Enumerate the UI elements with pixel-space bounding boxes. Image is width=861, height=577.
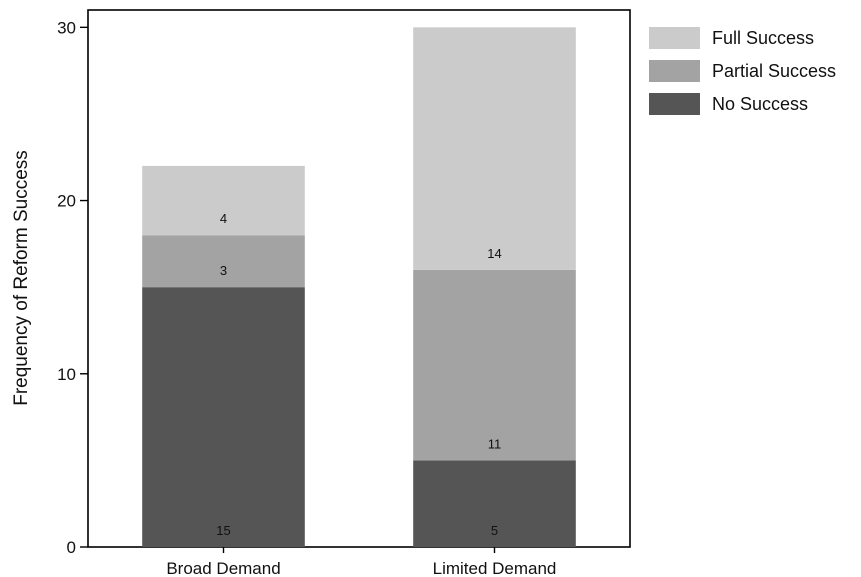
legend-swatch xyxy=(649,27,700,49)
y-axis: 0 10 20 30 xyxy=(57,18,88,557)
y-axis-title: Frequency of Reform Success xyxy=(11,150,32,406)
bar-segment xyxy=(413,460,576,547)
bar-segment xyxy=(142,287,305,547)
bar-segment xyxy=(142,165,305,236)
legend: Full Success Partial Success No Success xyxy=(649,27,836,115)
data-label: 5 xyxy=(491,523,498,538)
x-category-label: Broad Demand xyxy=(166,559,280,577)
y-tick-label: 0 xyxy=(67,538,76,557)
x-axis: Broad Demand Limited Demand xyxy=(166,547,556,577)
data-label: 14 xyxy=(487,246,501,261)
legend-swatch xyxy=(649,93,700,115)
y-tick-label: 30 xyxy=(57,18,76,37)
bar-segment xyxy=(413,27,576,270)
bar-segment xyxy=(413,269,576,461)
legend-label: Partial Success xyxy=(712,61,836,81)
legend-swatch xyxy=(649,60,700,82)
legend-label: Full Success xyxy=(712,28,814,48)
y-tick-label: 10 xyxy=(57,365,76,384)
x-category-label: Limited Demand xyxy=(433,559,557,577)
bar-segment xyxy=(142,235,305,288)
data-label: 15 xyxy=(216,523,230,538)
legend-label: No Success xyxy=(712,94,808,114)
data-label: 3 xyxy=(220,263,227,278)
plot-frame xyxy=(87,9,631,548)
y-tick-label: 20 xyxy=(57,192,76,211)
data-label: 11 xyxy=(488,436,502,451)
bars-layer: 15 3 4 5 11 14 xyxy=(142,27,576,547)
data-label: 4 xyxy=(220,211,227,226)
